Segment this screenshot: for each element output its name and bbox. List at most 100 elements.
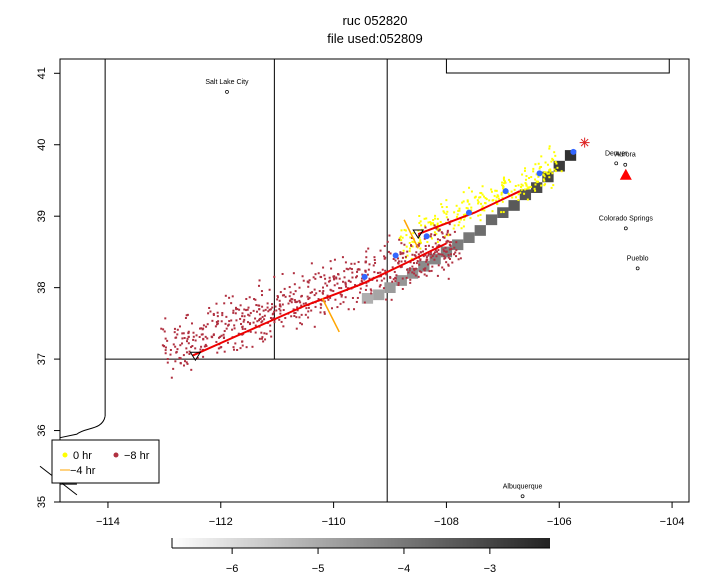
scatter-point [432, 219, 435, 222]
scatter-point [317, 272, 320, 275]
scatter-point [385, 298, 388, 301]
scatter-point [504, 181, 507, 184]
scatter-point [365, 260, 368, 263]
scatter-point [174, 345, 177, 348]
scatter-point [313, 294, 316, 297]
scatter-point [535, 173, 538, 176]
scatter-point [437, 227, 440, 230]
scatter-point [358, 268, 361, 271]
scatter-point [261, 336, 264, 339]
scatter-point [279, 309, 282, 312]
scatter-point [337, 273, 340, 276]
scatter-point [246, 308, 249, 311]
scatter-point [249, 312, 252, 315]
scatter-point [247, 313, 250, 316]
blue-point [536, 170, 543, 177]
scatter-point [543, 171, 546, 174]
scatter-point [554, 161, 557, 164]
scatter-point [424, 226, 427, 229]
scatter-point [421, 250, 424, 253]
scatter-point [182, 332, 185, 335]
x-tick-label: −110 [322, 516, 346, 528]
scatter-point [417, 275, 420, 278]
scatter-point [302, 279, 305, 282]
scatter-point [556, 166, 559, 169]
scatter-point [409, 281, 412, 284]
scatter-point [533, 187, 536, 190]
scatter-point [477, 214, 480, 217]
scatter-point [446, 231, 449, 234]
scatter-point [510, 190, 513, 193]
scatter-point [410, 257, 413, 260]
scatter-point [186, 340, 189, 343]
scatter-point [212, 312, 215, 315]
scatter-point [519, 191, 522, 194]
scatter-point [224, 294, 227, 297]
scatter-point [462, 225, 465, 228]
scatter-point [398, 238, 401, 241]
scatter-point [258, 308, 261, 311]
scatter-point [339, 293, 342, 296]
scatter-point [445, 199, 448, 202]
scatter-point [322, 266, 325, 269]
scatter-point [353, 262, 356, 265]
scatter-point [314, 273, 317, 276]
scatter-point [281, 272, 284, 275]
scatter-point [223, 350, 226, 353]
scatter-point [431, 246, 434, 249]
scatter-point [270, 335, 273, 338]
scatter-point [424, 224, 427, 227]
scatter-point [162, 328, 165, 331]
scatter-point [202, 355, 205, 358]
scatter-point [551, 157, 554, 160]
scatter-point [202, 337, 205, 340]
scatter-point [235, 319, 238, 322]
scatter-point [415, 262, 418, 265]
scatter-point [223, 302, 226, 305]
scatter-point [391, 280, 394, 283]
scatter-point [539, 165, 542, 168]
scatter-point [332, 275, 335, 278]
chart-subtitle: file used:052809 [327, 31, 422, 46]
scatter-point [413, 269, 416, 272]
scatter-point [188, 350, 191, 353]
scatter-point [269, 308, 272, 311]
scatter-point [466, 207, 469, 210]
scatter-point [552, 184, 555, 187]
scatter-point [340, 295, 343, 298]
scatter-point [383, 277, 386, 280]
scatter-point [348, 279, 351, 282]
scatter-point [534, 189, 537, 192]
scatter-point [397, 257, 400, 260]
scatter-point [402, 249, 405, 252]
scatter-point [307, 306, 310, 309]
scatter-point [276, 298, 279, 301]
scatter-point [454, 251, 457, 254]
scatter-point [204, 335, 207, 338]
scatter-point [304, 302, 307, 305]
scatter-point [423, 217, 426, 220]
scatter-point [212, 313, 215, 316]
scatter-point [525, 183, 528, 186]
scatter-point [220, 346, 223, 349]
scatter-point [357, 261, 360, 264]
scatter-point [355, 275, 358, 278]
scatter-point [448, 248, 451, 251]
scatter-point [298, 299, 301, 302]
scatter-point [429, 251, 432, 254]
scatter-point [379, 284, 382, 287]
scatter-point [408, 242, 411, 245]
scatter-point [360, 279, 363, 282]
scatter-point [417, 234, 420, 237]
scatter-point [215, 320, 218, 323]
scatter-point [278, 318, 281, 321]
scatter-point [347, 268, 350, 271]
scatter-point [296, 309, 299, 312]
scatter-point [525, 175, 528, 178]
scatter-point [405, 234, 408, 237]
scatter-point [364, 270, 367, 273]
scatter-point [457, 224, 460, 227]
scatter-point [298, 286, 301, 289]
scatter-point [365, 250, 368, 253]
map-layer [39, 59, 689, 502]
